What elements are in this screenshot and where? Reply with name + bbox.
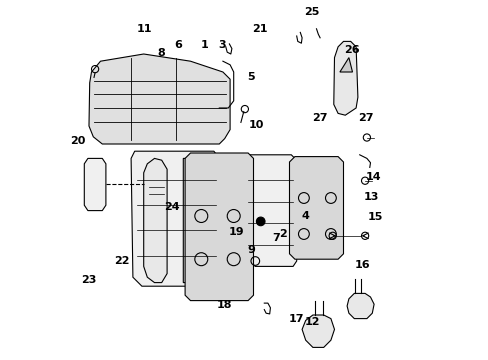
Text: 15: 15 — [367, 212, 382, 222]
Circle shape — [256, 217, 264, 226]
Polygon shape — [183, 158, 219, 283]
Text: 8: 8 — [158, 48, 165, 58]
Polygon shape — [89, 54, 230, 144]
Text: 24: 24 — [163, 202, 179, 212]
Polygon shape — [185, 153, 253, 301]
Text: 14: 14 — [365, 172, 381, 183]
Polygon shape — [242, 155, 296, 266]
Text: 19: 19 — [228, 227, 244, 237]
Text: 11: 11 — [136, 24, 152, 34]
Polygon shape — [333, 41, 357, 115]
Polygon shape — [143, 158, 167, 283]
Polygon shape — [84, 158, 106, 211]
Text: 25: 25 — [304, 7, 319, 17]
Text: 6: 6 — [174, 40, 182, 50]
Polygon shape — [339, 58, 352, 72]
Text: 18: 18 — [216, 300, 231, 310]
Text: 13: 13 — [363, 192, 379, 202]
Text: 17: 17 — [287, 314, 303, 324]
Text: 20: 20 — [70, 136, 86, 147]
Text: 26: 26 — [343, 45, 359, 55]
Text: 22: 22 — [113, 256, 129, 266]
Text: 23: 23 — [81, 275, 97, 285]
Text: 10: 10 — [248, 120, 264, 130]
Text: 3: 3 — [218, 40, 225, 50]
Text: 27: 27 — [311, 113, 326, 123]
Text: 27: 27 — [358, 113, 373, 123]
Polygon shape — [289, 157, 343, 259]
Polygon shape — [131, 151, 219, 286]
Polygon shape — [302, 315, 334, 347]
Text: 4: 4 — [301, 211, 308, 221]
Polygon shape — [346, 293, 373, 319]
Text: 9: 9 — [246, 245, 254, 255]
Text: 21: 21 — [252, 24, 267, 34]
Text: 12: 12 — [304, 317, 319, 327]
Text: 16: 16 — [354, 260, 369, 270]
Text: 1: 1 — [200, 40, 207, 50]
Text: 7: 7 — [272, 233, 280, 243]
Text: 2: 2 — [279, 229, 286, 239]
Text: 5: 5 — [246, 72, 254, 82]
